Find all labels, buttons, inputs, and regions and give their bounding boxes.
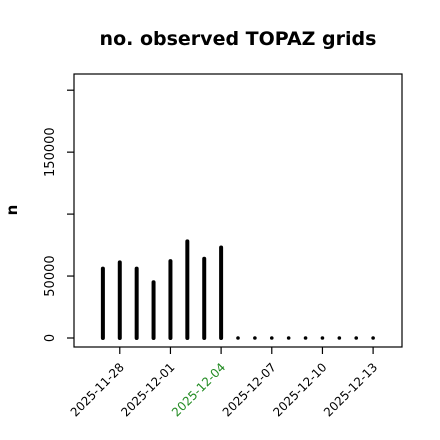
- bar-2025-12-12: [354, 336, 359, 340]
- bar-2025-12-13: [371, 336, 375, 340]
- y-tick-label: 50000: [43, 255, 58, 296]
- plot-frame: [73, 73, 403, 348]
- bar-2025-12-08: [286, 336, 291, 340]
- y-axis-label: n: [3, 205, 21, 216]
- x-tick-label: 2025-12-13: [321, 360, 380, 419]
- chart-title: no. observed TOPAZ grids: [100, 28, 377, 50]
- bar-2025-12-11: [337, 336, 342, 340]
- y-axis: 0 50000 150000: [43, 89, 74, 342]
- bar-2025-12-06: [253, 336, 257, 340]
- bar-2025-12-07: [269, 336, 274, 340]
- bar-2025-12-05: [236, 336, 240, 340]
- x-axis: 2025-11-282025-12-012025-12-042025-12-07…: [68, 347, 380, 419]
- y-tick-label: 0: [43, 334, 58, 342]
- y-tick-label: 150000: [43, 127, 58, 177]
- bars: [100, 239, 375, 340]
- bar-2025-12-09: [303, 336, 308, 340]
- bar-2025-12-10: [320, 336, 325, 340]
